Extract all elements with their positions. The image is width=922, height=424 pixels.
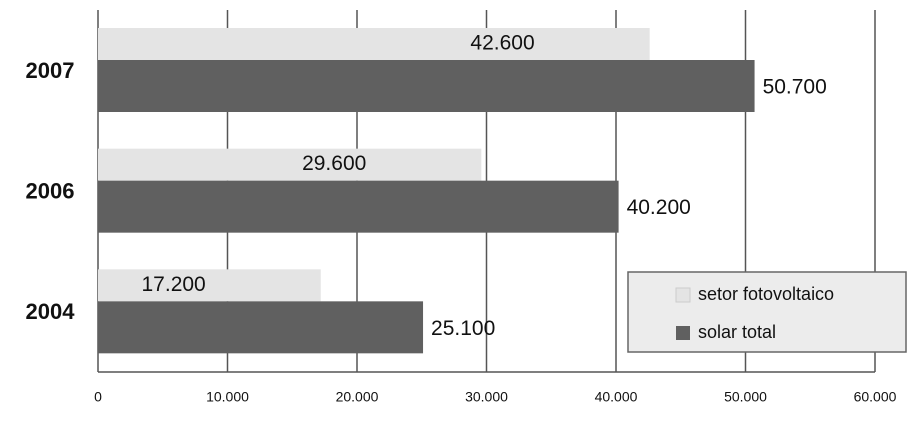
value-label: 29.600 (302, 152, 366, 175)
x-tick-label: 20.000 (336, 389, 379, 405)
bar (98, 269, 321, 302)
bar (98, 180, 619, 233)
legend-label: solar total (698, 322, 776, 342)
value-label: 40.200 (627, 196, 691, 219)
y-tick-label: 2007 (26, 58, 75, 83)
x-tick-label: 50.000 (724, 389, 767, 405)
x-tick-label: 40.000 (595, 389, 638, 405)
legend-label: setor fotovoltaico (698, 284, 834, 304)
legend-box (627, 271, 907, 353)
legend-swatch (675, 287, 691, 303)
value-label: 25.100 (431, 317, 495, 340)
y-tick-label: 2006 (26, 178, 75, 203)
bar (98, 148, 482, 181)
bar (98, 28, 650, 60)
value-label: 50.700 (763, 76, 827, 99)
value-label: 17.200 (142, 273, 206, 296)
bar (98, 301, 424, 354)
y-tick-label: 2004 (26, 299, 76, 324)
legend-swatch (676, 326, 690, 340)
x-tick-label: 0 (94, 389, 102, 405)
x-tick-label: 60.000 (854, 389, 897, 405)
x-tick-label: 10.000 (206, 389, 249, 405)
value-label: 42.600 (470, 32, 534, 55)
bar (98, 60, 755, 112)
x-tick-label: 30.000 (465, 389, 508, 405)
